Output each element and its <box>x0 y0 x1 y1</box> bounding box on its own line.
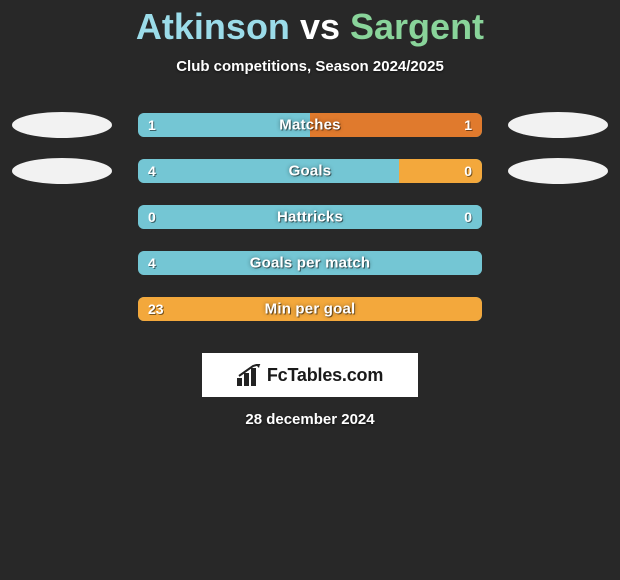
stat-label: Goals per match <box>138 255 482 272</box>
stat-bar: Min per goal23 <box>138 297 482 321</box>
stat-label: Min per goal <box>138 301 482 318</box>
stat-bar: Goals per match4 <box>138 251 482 275</box>
stat-value-left: 4 <box>148 163 156 179</box>
stat-row: Matches1 1 <box>0 103 620 149</box>
stat-value-left: 4 <box>148 255 156 271</box>
stat-bar: Goals4 0 <box>138 159 482 183</box>
stat-value-right: 1 <box>464 117 472 133</box>
player1-badge <box>12 158 112 184</box>
stat-bar: Matches1 1 <box>138 113 482 137</box>
stat-bar: Hattricks0 0 <box>138 205 482 229</box>
stat-row: Hattricks0 0 <box>0 195 620 241</box>
logo-text: FcTables.com <box>267 365 383 386</box>
stat-row: Goals4 0 <box>0 149 620 195</box>
vs-label: vs <box>300 6 340 47</box>
player1-name: Atkinson <box>136 6 290 47</box>
stat-value-left: 23 <box>148 301 164 317</box>
stat-label: Goals <box>138 163 482 180</box>
player2-badge <box>508 112 608 138</box>
player1-badge <box>12 112 112 138</box>
player2-badge <box>508 158 608 184</box>
stat-label: Matches <box>138 117 482 134</box>
stat-rows: Matches11Goals40Hattricks00Goals per mat… <box>0 103 620 333</box>
stat-value-left: 0 <box>148 209 156 225</box>
date-label: 28 december 2024 <box>0 411 620 428</box>
player2-name: Sargent <box>350 6 484 47</box>
stat-label: Hattricks <box>138 209 482 226</box>
stat-value-right: 0 <box>464 209 472 225</box>
bar-chart-icon <box>237 364 263 386</box>
stat-value-left: 1 <box>148 117 156 133</box>
stat-row: Goals per match4 <box>0 241 620 287</box>
stat-value-right: 0 <box>464 163 472 179</box>
source-logo: FcTables.com <box>202 353 418 397</box>
comparison-title: Atkinson vs Sargent <box>0 0 620 48</box>
stat-row: Min per goal23 <box>0 287 620 333</box>
subtitle: Club competitions, Season 2024/2025 <box>0 58 620 75</box>
